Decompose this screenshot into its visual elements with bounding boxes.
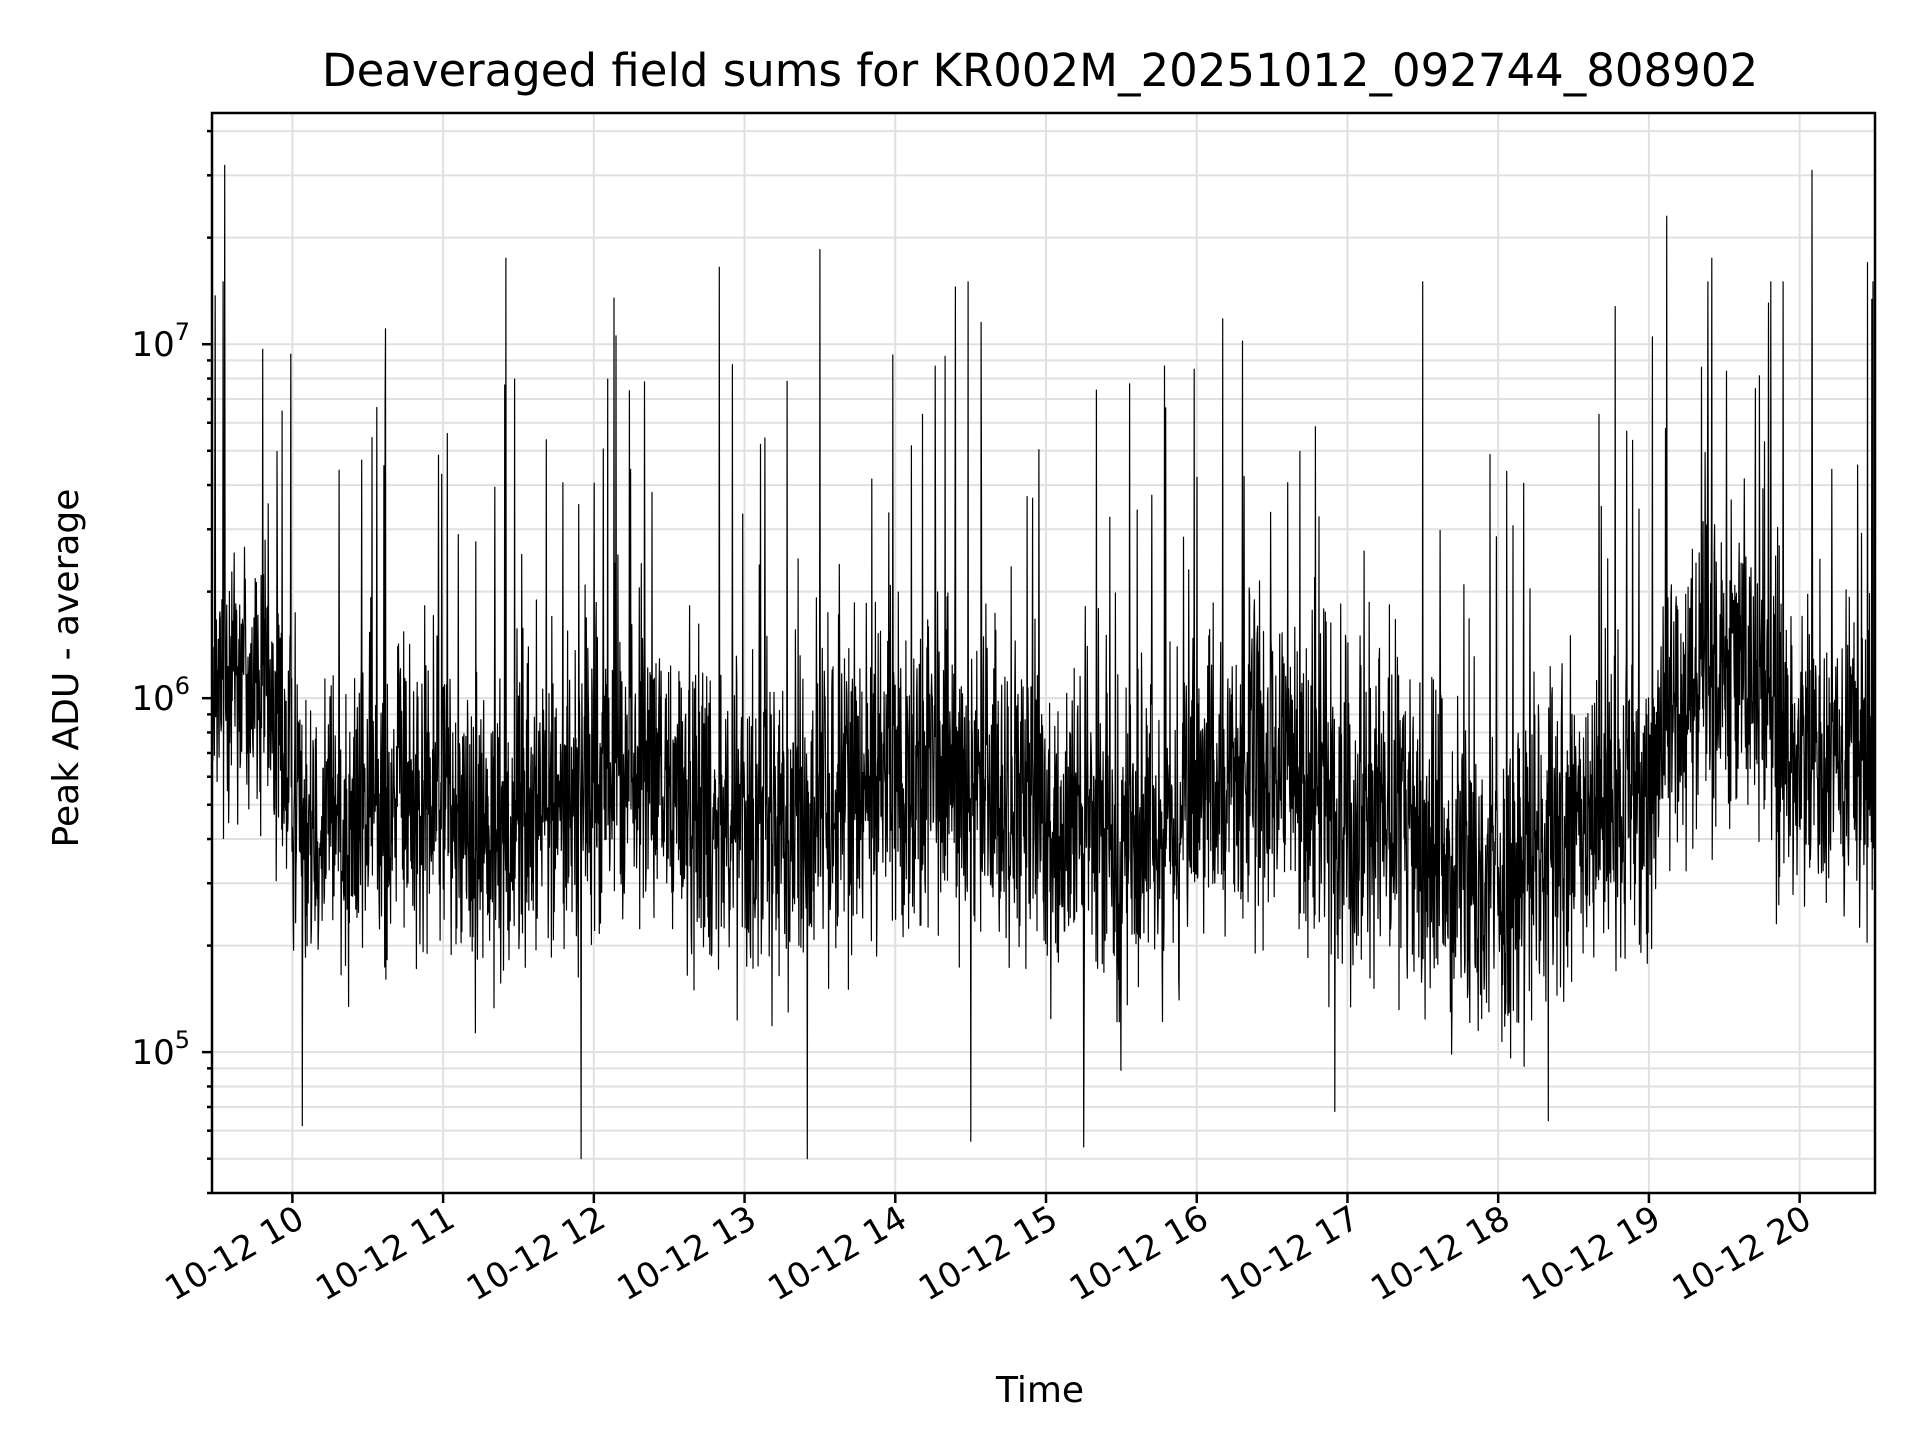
- plot-frame: [210, 111, 1877, 1195]
- y-tick-label: 105: [131, 1026, 190, 1073]
- y-tick-exponent: 6: [175, 672, 190, 700]
- y-tick-base: 10: [131, 1033, 174, 1073]
- series-layer: [211, 164, 1876, 1160]
- y-tick-label: 106: [131, 672, 190, 719]
- series-line: [211, 164, 1876, 1160]
- y-tick-base: 10: [131, 325, 174, 365]
- y-tick-base: 10: [131, 679, 174, 719]
- x-axis-label: Time: [995, 1370, 1084, 1411]
- y-tick-label: 107: [131, 318, 190, 365]
- y-axis-label: Peak ADU - average: [46, 489, 87, 848]
- chart-title: Deaveraged field sums for KR002M_2025101…: [322, 44, 1758, 97]
- y-tick-exponent: 7: [175, 318, 190, 346]
- y-tick-exponent: 5: [175, 1026, 190, 1054]
